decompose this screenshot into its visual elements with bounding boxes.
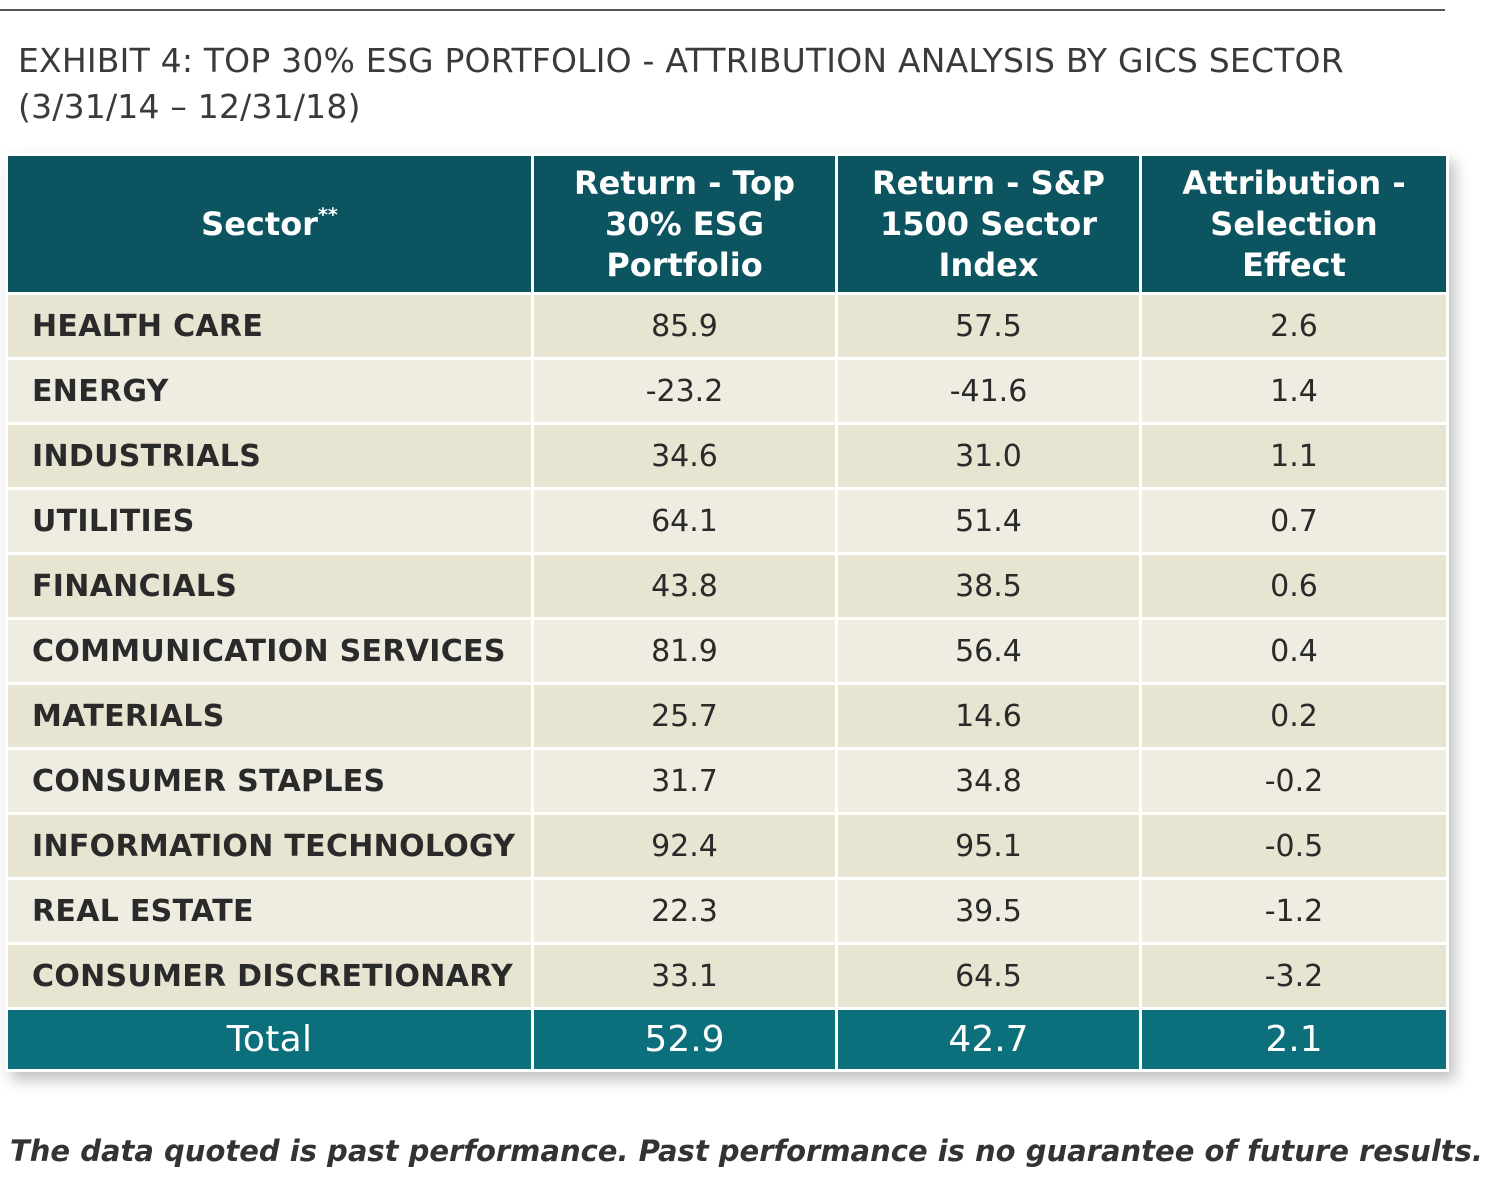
- total-label: Total: [5, 1007, 534, 1072]
- value-cell: 31.7: [531, 747, 838, 815]
- value-cell: 34.6: [531, 422, 838, 490]
- table-row: HEALTH CARE 85.9 57.5 2.6: [5, 292, 1449, 360]
- value-cell: 31.0: [835, 422, 1142, 490]
- value-cell: 81.9: [531, 617, 838, 685]
- value-cell: 64.1: [531, 487, 838, 555]
- table-row: UTILITIES 64.1 51.4 0.7: [5, 487, 1449, 555]
- sector-cell: REAL ESTATE: [5, 877, 534, 945]
- value-cell: 64.5: [835, 942, 1142, 1010]
- value-cell: 1.4: [1139, 357, 1449, 425]
- header-footnote-mark: **: [317, 203, 338, 226]
- table-row: INDUSTRIALS 34.6 31.0 1.1: [5, 422, 1449, 490]
- sector-cell: COMMUNICATION SERVICES: [5, 617, 534, 685]
- value-cell: 43.8: [531, 552, 838, 620]
- value-cell: 14.6: [835, 682, 1142, 750]
- value-cell: 0.2: [1139, 682, 1449, 750]
- value-cell: 56.4: [835, 617, 1142, 685]
- total-value: 42.7: [835, 1007, 1142, 1072]
- sector-cell: CONSUMER DISCRETIONARY: [5, 942, 534, 1010]
- table-row: ENERGY -23.2 -41.6 1.4: [5, 357, 1449, 425]
- top-rule: [0, 9, 1445, 11]
- value-cell: -0.2: [1139, 747, 1449, 815]
- header-text: Return - Top 30% ESG Portfolio: [573, 163, 795, 284]
- column-header: Sector**: [5, 153, 534, 295]
- header-text: Return - S&P 1500 Sector Index: [872, 163, 1105, 284]
- table-row: CONSUMER STAPLES 31.7 34.8 -0.2: [5, 747, 1449, 815]
- sector-cell: HEALTH CARE: [5, 292, 534, 360]
- header-row: Sector** Return - Top 30% ESG Portfolio Re…: [5, 153, 1449, 295]
- table-row: REAL ESTATE 22.3 39.5 -1.2: [5, 877, 1449, 945]
- sector-cell: FINANCIALS: [5, 552, 534, 620]
- sector-cell: ENERGY: [5, 357, 534, 425]
- value-cell: 22.3: [531, 877, 838, 945]
- table-row: MATERIALS 25.7 14.6 0.2: [5, 682, 1449, 750]
- value-cell: 51.4: [835, 487, 1142, 555]
- attribution-table: Sector** Return - Top 30% ESG Portfolio Re…: [5, 153, 1449, 1072]
- column-header: Return - S&P 1500 Sector Index: [835, 153, 1142, 295]
- value-cell: 1.1: [1139, 422, 1449, 490]
- header-text: Attribution - Selection Effect: [1182, 163, 1406, 284]
- value-cell: 57.5: [835, 292, 1142, 360]
- value-cell: -1.2: [1139, 877, 1449, 945]
- total-row: Total 52.9 42.7 2.1: [5, 1007, 1449, 1072]
- value-cell: 39.5: [835, 877, 1142, 945]
- table-row: INFORMATION TECHNOLOGY 92.4 95.1 -0.5: [5, 812, 1449, 880]
- table-row: FINANCIALS 43.8 38.5 0.6: [5, 552, 1449, 620]
- footnote: The data quoted is past performance. Pas…: [10, 1134, 1483, 1168]
- value-cell: -0.5: [1139, 812, 1449, 880]
- value-cell: 95.1: [835, 812, 1142, 880]
- table-row: COMMUNICATION SERVICES 81.9 56.4 0.4: [5, 617, 1449, 685]
- value-cell: 38.5: [835, 552, 1142, 620]
- exhibit-title: EXHIBIT 4: TOP 30% ESG PORTFOLIO - ATTRI…: [18, 41, 1344, 126]
- sector-cell: INDUSTRIALS: [5, 422, 534, 490]
- sector-cell: UTILITIES: [5, 487, 534, 555]
- total-value: 2.1: [1139, 1007, 1449, 1072]
- value-cell: -23.2: [531, 357, 838, 425]
- value-cell: 34.8: [835, 747, 1142, 815]
- total-value: 52.9: [531, 1007, 838, 1072]
- value-cell: 2.6: [1139, 292, 1449, 360]
- value-cell: -3.2: [1139, 942, 1449, 1010]
- value-cell: 33.1: [531, 942, 838, 1010]
- header-text: Sector: [201, 204, 318, 243]
- table-row: CONSUMER DISCRETIONARY 33.1 64.5 -3.2: [5, 942, 1449, 1010]
- column-header: Return - Top 30% ESG Portfolio: [531, 153, 838, 295]
- column-header: Attribution - Selection Effect: [1139, 153, 1449, 295]
- value-cell: 85.9: [531, 292, 838, 360]
- value-cell: 0.6: [1139, 552, 1449, 620]
- sector-cell: MATERIALS: [5, 682, 534, 750]
- sector-cell: INFORMATION TECHNOLOGY: [5, 812, 534, 880]
- value-cell: -41.6: [835, 357, 1142, 425]
- value-cell: 92.4: [531, 812, 838, 880]
- value-cell: 25.7: [531, 682, 838, 750]
- sector-cell: CONSUMER STAPLES: [5, 747, 534, 815]
- value-cell: 0.4: [1139, 617, 1449, 685]
- value-cell: 0.7: [1139, 487, 1449, 555]
